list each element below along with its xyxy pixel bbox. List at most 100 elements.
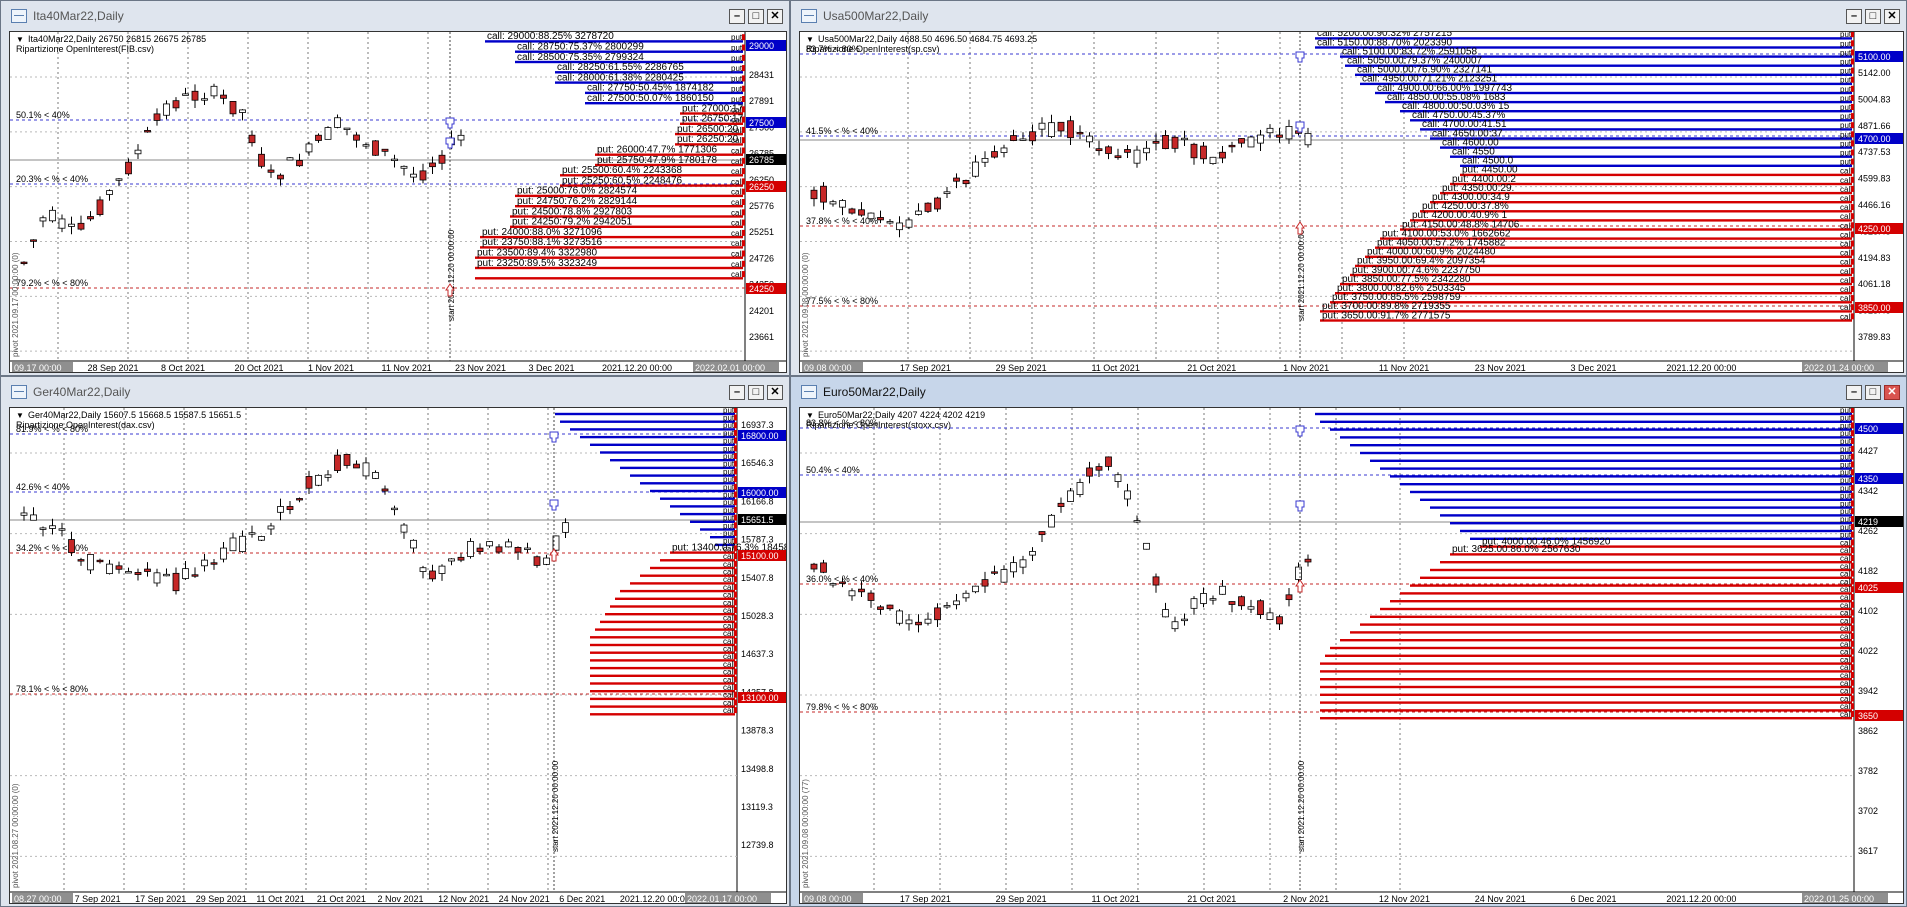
maximize-button[interactable]: □ (1865, 9, 1881, 24)
price-tag-label: 4350 (1858, 474, 1878, 484)
chart-window-usa500[interactable]: Usa500Mar22,Daily – □ ✕ ▼ Usa500Mar22,Dai… (790, 0, 1907, 376)
oi-stub: call (1840, 694, 1852, 703)
window-titlebar[interactable]: Ger40Mar22,Daily (1, 377, 789, 407)
price-tag-label: 4250.00 (1858, 224, 1891, 234)
put-oi-bar (595, 163, 743, 167)
maximize-button[interactable]: □ (1865, 385, 1881, 400)
put-oi-bar (630, 582, 735, 585)
date-axis-label: 24 Nov 2021 (1475, 894, 1526, 904)
oi-stub: put: (1840, 121, 1853, 130)
oi-stub-mark (1851, 231, 1854, 238)
oi-stub: call (731, 157, 743, 166)
call-oi-bar (1450, 155, 1852, 158)
oi-stub: call (731, 105, 743, 114)
price-axis-label: 14637.3 (741, 649, 774, 659)
oi-stub-mark (734, 568, 737, 575)
oi-stub: call (723, 568, 735, 577)
candle-bull (1048, 122, 1055, 137)
close-button[interactable]: ✕ (1884, 385, 1900, 400)
close-button[interactable]: ✕ (767, 9, 783, 24)
oi-stub: put: (1840, 453, 1853, 462)
price-axis-label: 4182 (1858, 566, 1878, 576)
candle-bear (1257, 600, 1264, 616)
chart-area[interactable]: ▼ Ger40Mar22,Daily 15607.5 15668.5 15587.… (9, 407, 787, 904)
window-titlebar[interactable]: Euro50Mar22,Daily (791, 377, 1906, 407)
price-chart[interactable]: ▼ Usa500Mar22,Daily 4688.50 4696.50 4684.… (800, 32, 1904, 373)
threshold-label: 79.8% < % < 80% (806, 702, 878, 712)
oi-stub: call (731, 116, 743, 125)
chart-header-ohlc: Usa500Mar22,Daily 4688.50 4696.50 4684.7… (818, 34, 1037, 44)
candle-bull (1076, 482, 1084, 495)
price-chart[interactable]: ▼ Ger40Mar22,Daily 15607.5 15668.5 15587.… (10, 408, 787, 904)
candle-bull (277, 506, 284, 513)
minimize-button[interactable]: – (729, 385, 745, 400)
candle-bull (1257, 134, 1264, 144)
candle-bear (886, 604, 894, 610)
candle-bull (1247, 606, 1255, 610)
call-oi-bar (1350, 444, 1852, 447)
candle-bear (1057, 502, 1065, 507)
put-oi-bar (1410, 219, 1852, 222)
oi-stub: call (723, 606, 735, 615)
price-tag-label: 4700.00 (1858, 134, 1891, 144)
put-oi-bar (1450, 553, 1852, 556)
call-oi-bar (1430, 137, 1852, 140)
price-axis-label: 26785 (749, 149, 774, 159)
call-oi-bar (570, 428, 735, 431)
price-chart[interactable]: ▼ Euro50Mar22,Daily 4207 4224 4202 4219Ri… (800, 408, 1904, 904)
oi-stub: put: (723, 491, 736, 500)
minimize-button[interactable]: – (1846, 9, 1862, 24)
minimize-button[interactable]: – (1846, 385, 1862, 400)
candle-bull (39, 527, 47, 530)
candle-bull (410, 173, 417, 178)
call-oi-bar (1340, 55, 1852, 58)
oi-stub-mark (734, 684, 737, 690)
price-axis-label: 5004.83 (1858, 94, 1891, 104)
candle-bull (562, 522, 569, 533)
call-oi-bar (1360, 451, 1852, 455)
oi-stub-mark (734, 537, 737, 544)
candle-bull (258, 536, 265, 541)
oi-stub-mark (1851, 276, 1854, 283)
put-oi-bar (1390, 600, 1852, 603)
put-oi-label: put: 25250:60.5% 2248476 (562, 175, 683, 186)
call-oi-bar (1360, 82, 1852, 86)
oi-stub-mark (1851, 469, 1854, 476)
oi-stub: call (1840, 176, 1852, 185)
call-oi-bar (1315, 37, 1852, 40)
oi-stub: put: (1840, 149, 1853, 158)
call-oi-bar (640, 482, 735, 485)
price-axis-label: 4342 (1858, 486, 1878, 496)
chart-area[interactable]: ▼ Euro50Mar22,Daily 4207 4224 4202 4219 Ri… (799, 407, 1904, 904)
price-axis-label: 3862 (1858, 726, 1878, 736)
chart-header-ohlc: Ger40Mar22,Daily 15607.5 15668.5 15587.5… (28, 410, 241, 420)
put-oi-label: put: 4000.00:60.9% 2024480 (1367, 247, 1496, 258)
chart-window-ita40[interactable]: Ita40Mar22,Daily – □ ✕ ▼ Ita40Mar22,Daily… (0, 0, 790, 376)
candle-bear (533, 556, 541, 566)
candle-bear (858, 209, 865, 216)
minimize-button[interactable]: – (729, 9, 745, 24)
price-chart[interactable]: ▼ Ita40Mar22,Daily 26750 26815 26675 2678… (10, 32, 787, 373)
call-oi-bar (690, 520, 735, 523)
chart-area[interactable]: ▼ Usa500Mar22,Daily 4688.50 4696.50 4684.… (799, 31, 1904, 373)
put-oi-bar (680, 112, 743, 115)
date-axis-label: 8 Oct 2021 (161, 363, 205, 373)
chart-area[interactable]: ▼ Ita40Mar22,Daily 26750 26815 26675 2678… (9, 31, 787, 373)
oi-stub-mark (734, 522, 737, 529)
start-label: start 2021.12.20 00:00:00 (447, 229, 456, 321)
oi-stub: put: (731, 44, 744, 53)
put-oi-label: put: 3850.00:77.5% 2342280 (1342, 274, 1471, 285)
window-titlebar[interactable]: Ita40Mar22,Daily (1, 1, 789, 31)
oi-stub-mark (742, 126, 745, 133)
maximize-button[interactable]: □ (748, 9, 764, 24)
close-button[interactable]: ✕ (767, 385, 783, 400)
candle-bear (1285, 594, 1293, 601)
chart-window-ger40[interactable]: Ger40Mar22,Daily – □ ✕ ▼ Ger40Mar22,Daily… (0, 376, 790, 907)
maximize-button[interactable]: □ (748, 385, 764, 400)
pivot-label: pivot 2021.09.08 00:00:00 (77) (801, 779, 810, 888)
price-axis-label: 15407.8 (741, 573, 774, 583)
candle-bear (1105, 456, 1112, 467)
chart-window-euro50[interactable]: Euro50Mar22,Daily – □ ✕ ▼ Euro50Mar22,Dai… (790, 376, 1907, 907)
window-titlebar[interactable]: Usa500Mar22,Daily (791, 1, 1906, 31)
close-button[interactable]: ✕ (1884, 9, 1900, 24)
